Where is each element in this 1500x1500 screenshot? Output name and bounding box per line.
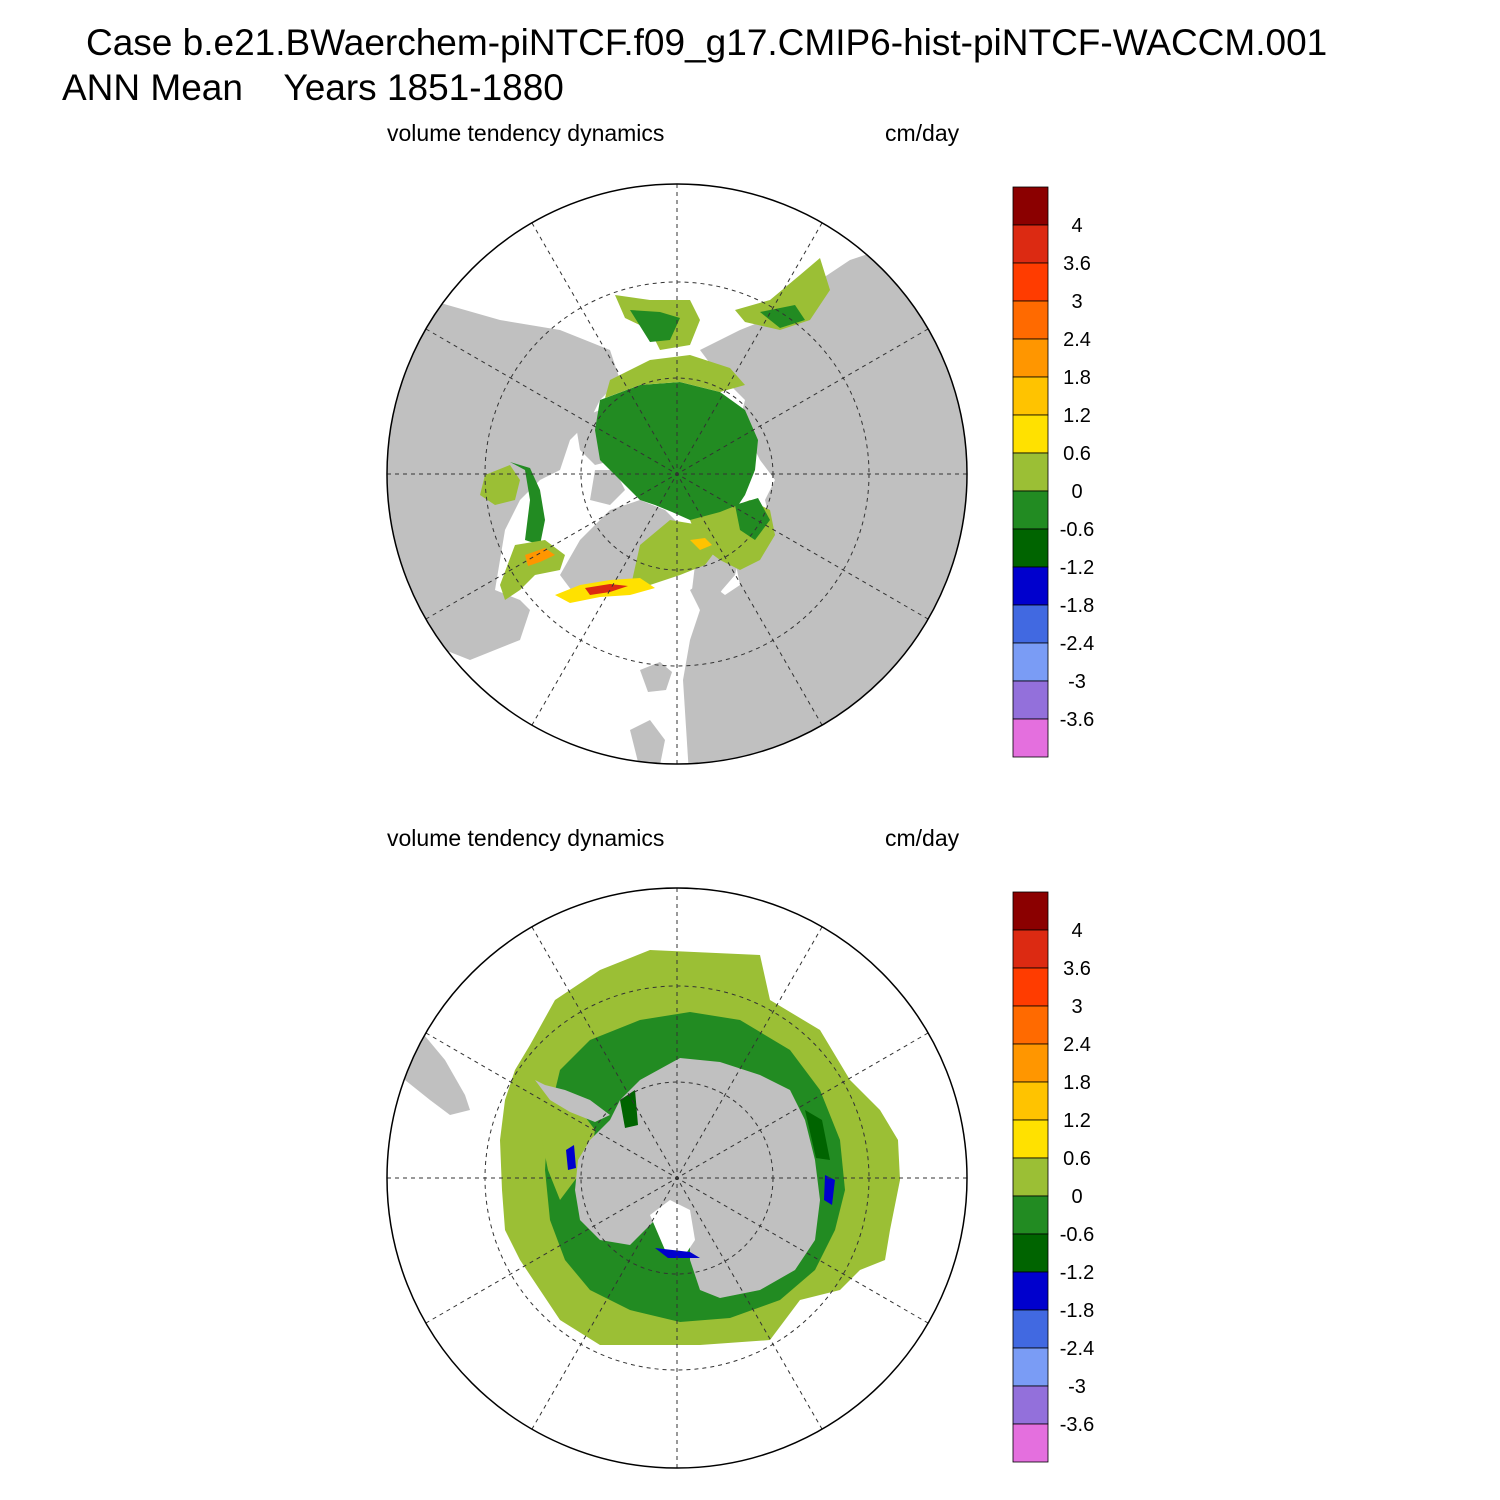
colorbar-top-tick-label: -2.4 bbox=[1060, 633, 1094, 655]
figure-title-case: Case b.e21.BWaerchem-piNTCF.f09_g17.CMIP… bbox=[86, 22, 1328, 63]
colorbar-top-tick-label: 1.8 bbox=[1063, 367, 1091, 389]
panel1-units-label: cm/day bbox=[885, 120, 960, 146]
colorbar-top-swatch bbox=[1012, 224, 1049, 264]
antarctic-polar-map bbox=[386, 887, 968, 1469]
antarctic-ice-coastal-blue-west bbox=[566, 1145, 576, 1170]
colorbar-top-swatch bbox=[1012, 452, 1049, 492]
colorbar-bottom-swatch bbox=[1012, 1195, 1049, 1235]
colorbar-bottom-swatch bbox=[1012, 891, 1049, 931]
colorbar-bottom-swatch bbox=[1012, 1385, 1049, 1425]
colorbar-bottom-swatch bbox=[1012, 1233, 1049, 1273]
colorbar-bottom-tick-label: -2.4 bbox=[1060, 1338, 1094, 1360]
colorbar-top-tick-label: -1.8 bbox=[1060, 595, 1094, 617]
arctic-ice-fram-strait bbox=[630, 520, 720, 590]
figure-title-period: ANN Mean Years 1851-1880 bbox=[62, 69, 564, 106]
colorbar-top-tick-label: -1.2 bbox=[1060, 557, 1094, 579]
panel2-variable-label: volume tendency dynamics bbox=[387, 825, 665, 851]
colorbar-top-swatch bbox=[1012, 566, 1049, 606]
colorbar-top-swatch bbox=[1012, 642, 1049, 682]
colorbar-bottom-swatch bbox=[1012, 1005, 1049, 1045]
arctic-map-border bbox=[386, 183, 968, 765]
colorbar-bottom-tick-label: -3 bbox=[1068, 1376, 1086, 1398]
colorbar-top-swatch bbox=[1012, 376, 1049, 416]
colorbar-bottom-tick-label: -0.6 bbox=[1060, 1224, 1094, 1246]
antarctic-map-border bbox=[386, 887, 968, 1469]
arctic-melt-labrador bbox=[525, 548, 555, 566]
colorbar-bottom-tick-label: 1.8 bbox=[1063, 1072, 1091, 1094]
arctic-graticule bbox=[387, 184, 967, 764]
colorbar-top-swatch bbox=[1012, 604, 1049, 644]
colorbar-bottom-swatch bbox=[1012, 1119, 1049, 1159]
antarctic-ice-coastal-blue-east bbox=[824, 1175, 835, 1205]
arctic-ice-baffin bbox=[510, 462, 545, 545]
colorbar-bottom-tick-label: 3.6 bbox=[1063, 958, 1091, 980]
arctic-greenland-land bbox=[560, 500, 680, 595]
colorbar-bottom-tick-label: 3 bbox=[1071, 996, 1082, 1018]
arctic-iceland-land bbox=[640, 662, 672, 692]
colorbar-bottom-swatch bbox=[1012, 1309, 1049, 1349]
colorbar-bottom-swatch bbox=[1012, 1157, 1049, 1197]
colorbar-top-tick-label: 2.4 bbox=[1063, 329, 1091, 351]
arctic-melt-iceland bbox=[690, 538, 712, 550]
colorbar-bottom-tick-label: 1.2 bbox=[1063, 1110, 1091, 1132]
colorbar-bottom-tick-label: -1.2 bbox=[1060, 1262, 1094, 1284]
colorbar-top-swatch bbox=[1012, 528, 1049, 568]
colorbar-bottom-tick-label: 0 bbox=[1071, 1186, 1082, 1208]
colorbar-top-swatch bbox=[1012, 490, 1049, 530]
colorbar-top-tick-label: 3.6 bbox=[1063, 253, 1091, 275]
arctic-ice-okhotsk-core bbox=[760, 305, 805, 328]
colorbar-bottom-tick-label: -1.8 bbox=[1060, 1300, 1094, 1322]
arctic-ice-okhotsk bbox=[735, 258, 830, 330]
antarctic-ice-coastal-dark bbox=[620, 1090, 638, 1128]
arctic-ice-siberian-shelf bbox=[605, 355, 745, 398]
arctic-ice-hudson-bay bbox=[480, 465, 520, 505]
colorbar-top-swatch bbox=[1012, 338, 1049, 378]
colorbar-bottom-swatch bbox=[1012, 1043, 1049, 1083]
years-label: Years 1851-1880 bbox=[283, 67, 564, 108]
colorbar-top-tick-label: -3.6 bbox=[1060, 709, 1094, 731]
colorbar-bottom-swatch bbox=[1012, 1347, 1049, 1387]
colorbar-bottom-tick-label: 4 bbox=[1071, 920, 1082, 942]
colorbar-top-tick-label: 0.6 bbox=[1063, 443, 1091, 465]
colorbar-bottom-tick-label: -3.6 bbox=[1060, 1414, 1094, 1436]
colorbar-top-tick-label: -0.6 bbox=[1060, 519, 1094, 541]
colorbar-bottom: 4 3.6 3 2.4 1.8 1.2 0.6 0 -0.6 -1.2 -1.8 -2.4 -3 -3.6 bbox=[1012, 891, 1094, 1463]
season-label: ANN Mean bbox=[62, 67, 243, 108]
colorbar-bottom-swatch bbox=[1012, 1081, 1049, 1121]
panel1-variable-label: volume tendency dynamics bbox=[387, 120, 665, 146]
arctic-british-isles-land bbox=[630, 720, 665, 764]
arctic-ice-bering-core bbox=[630, 310, 680, 342]
colorbar-top-tick-label: 4 bbox=[1071, 215, 1082, 237]
colorbar-top-swatch bbox=[1012, 414, 1049, 454]
arctic-eurasia-land bbox=[683, 250, 967, 764]
colorbar-bottom-swatch bbox=[1012, 967, 1049, 1007]
colorbar-top-tick-label: 0 bbox=[1071, 481, 1082, 503]
colorbar-bottom-swatch bbox=[1012, 1423, 1049, 1463]
arctic-ice-barents-core bbox=[735, 498, 770, 540]
colorbar-top-tick-label: 1.2 bbox=[1063, 405, 1091, 427]
antarctic-peninsula-land bbox=[535, 1080, 610, 1122]
colorbar-top: 4 3.6 3 2.4 1.8 1.2 0.6 0 -0.6 -1.2 -1.8 -2.4 -3 -3.6 bbox=[1012, 186, 1094, 758]
arctic-polar-map bbox=[386, 183, 968, 765]
colorbar-bottom-swatch bbox=[1012, 1271, 1049, 1311]
antarctic-graticule bbox=[387, 888, 967, 1468]
colorbar-top-swatch bbox=[1012, 262, 1049, 302]
colorbar-top-swatch bbox=[1012, 718, 1049, 758]
colorbar-top-swatch bbox=[1012, 186, 1049, 226]
arctic-melt-streak-core bbox=[585, 584, 628, 595]
colorbar-bottom-tick-label: 0.6 bbox=[1063, 1148, 1091, 1170]
colorbar-top-tick-label: -3 bbox=[1068, 671, 1086, 693]
antarctic-ice-coastal-dark-east bbox=[805, 1110, 830, 1160]
antarctic-ice-coastal-blue-ross bbox=[655, 1248, 700, 1258]
colorbar-top-tick-label: 3 bbox=[1071, 291, 1082, 313]
colorbar-bottom-tick-label: 2.4 bbox=[1063, 1034, 1091, 1056]
colorbar-top-swatch bbox=[1012, 680, 1049, 720]
antarctic-ross-ice-shelf bbox=[650, 1200, 695, 1255]
colorbar-bottom-swatch bbox=[1012, 929, 1049, 969]
colorbar-top-swatch bbox=[1012, 300, 1049, 340]
panel2-units-label: cm/day bbox=[885, 825, 960, 851]
